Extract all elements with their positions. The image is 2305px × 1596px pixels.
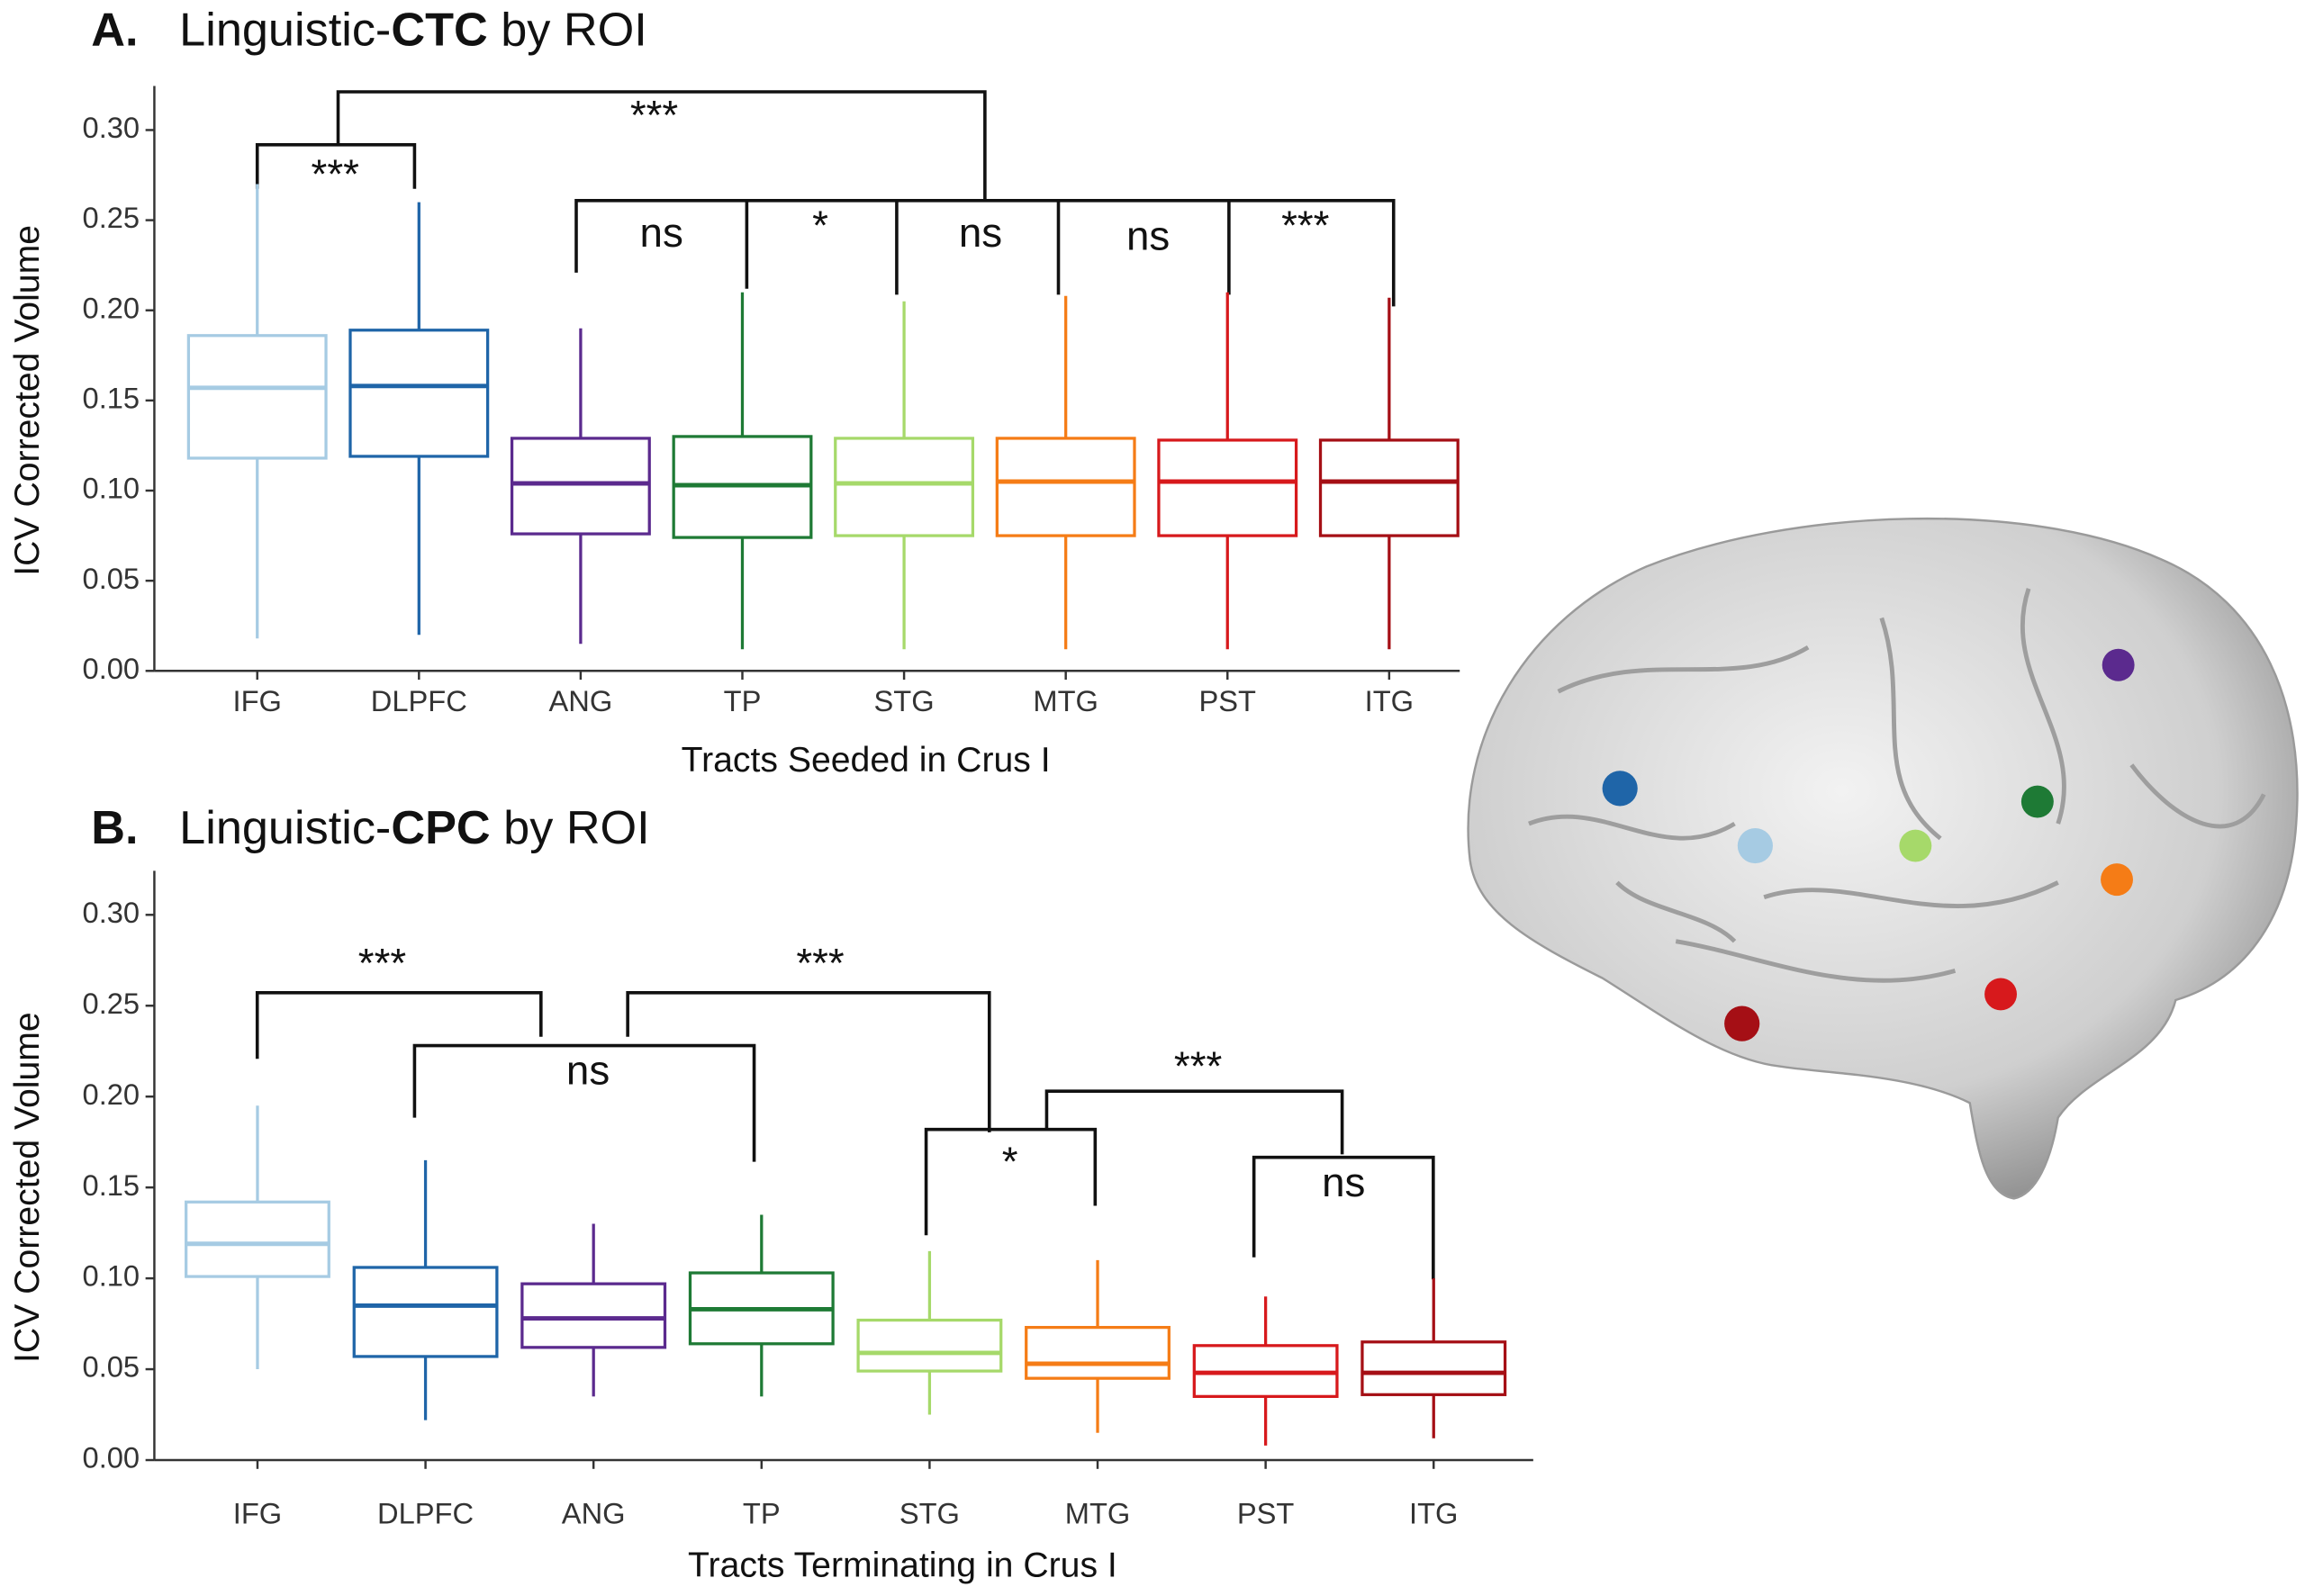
brain-illustration (1467, 517, 2299, 1200)
x-tick-label: TP (724, 684, 762, 717)
x-tick-label: DLPFC (377, 1497, 474, 1530)
box (510, 437, 651, 536)
bracket (1252, 1155, 1435, 1280)
y-tick-label: 0.10 (83, 1259, 140, 1293)
bracket (574, 199, 1396, 307)
box (834, 437, 975, 537)
box (1157, 438, 1298, 537)
significance-label: * (812, 203, 828, 248)
brackets-a (255, 90, 1396, 307)
x-tick-label: PST (1237, 1497, 1295, 1530)
significance-label: *** (630, 92, 679, 138)
x-tick-label: DLPFC (371, 684, 467, 717)
significance-label: *** (796, 941, 845, 987)
box (348, 329, 490, 458)
roi-dot (1899, 829, 1932, 862)
y-tick-label: 0.05 (83, 1350, 140, 1384)
roi-dot (2020, 785, 2054, 818)
brackets-b (255, 991, 1435, 1280)
bracket (255, 142, 417, 189)
x-tick-label: MTG (1065, 1497, 1131, 1530)
x-tick-label: MTG (1033, 684, 1098, 717)
y-tick-label: 0.10 (83, 472, 140, 505)
roi-dot (1724, 1005, 1760, 1041)
y-axis-title: ICV Corrected Volume (8, 225, 47, 576)
significance-label: ns (959, 210, 1002, 256)
significance-label: ns (1126, 212, 1170, 258)
x-tick-label: ANG (549, 684, 613, 717)
x-axis-title: Tracts Seeded in Crus I (682, 741, 1051, 780)
title-prefix: Linguistic- (179, 5, 391, 57)
x-tick-label: TP (743, 1497, 781, 1530)
x-tick-label: STG (874, 684, 935, 717)
significance-label: ns (1322, 1159, 1365, 1205)
panel: A. Linguistic-CTC by ROI 0.00 0.05 0.10 0.15 0… (8, 5, 1460, 780)
x-tick-label: IFG (233, 684, 282, 717)
bracket (336, 90, 987, 201)
box (1360, 1340, 1507, 1396)
y-tick-label: 0.15 (83, 1168, 140, 1202)
title-bold: CTC (391, 5, 487, 57)
y-axis-title: ICV Corrected Volume (8, 1012, 47, 1363)
x-tick-label: STG (899, 1497, 960, 1530)
box (185, 1200, 330, 1278)
title-suffix: by ROI (491, 802, 650, 854)
x-tick-label: PST (1199, 684, 1257, 717)
y-tick-label: 0.25 (83, 987, 140, 1020)
panel: B. Linguistic-CPC by ROI 0.00 0.05 0.10 0.15 0… (8, 802, 1533, 1585)
y-tick-label: 0.05 (83, 562, 140, 595)
chart-title: Linguistic-CPC by ROI (179, 802, 650, 854)
y-tick-label: 0.15 (83, 381, 140, 414)
roi-dot (1737, 827, 1773, 864)
brain (1467, 517, 2299, 1200)
x-tick-label: ITG (1409, 1497, 1458, 1530)
y-tick-label: 0.30 (83, 111, 140, 144)
box (186, 334, 328, 460)
bracket (412, 1043, 756, 1162)
box (520, 1282, 667, 1349)
title-bold: CPC (391, 802, 490, 854)
y-tick-label: 0.00 (83, 652, 140, 685)
roi-dot (1602, 771, 1638, 807)
y-tick-label: 0.20 (83, 291, 140, 324)
panel-label: A. (91, 5, 138, 57)
box (352, 1266, 499, 1358)
chart-title: Linguistic-CTC by ROI (179, 5, 647, 57)
x-tick-label: ANG (562, 1497, 626, 1530)
roi-dot (2101, 863, 2133, 897)
roi-dot (2102, 648, 2135, 681)
y-tick-label: 0.25 (83, 201, 140, 234)
panel-label: B. (91, 802, 138, 854)
box (1025, 1325, 1171, 1380)
x-tick-label: IFG (233, 1497, 282, 1530)
significance-label: *** (312, 151, 360, 197)
significance-label: *** (1174, 1043, 1223, 1089)
significance-label: * (1002, 1139, 1018, 1185)
x-tick-label: ITG (1365, 684, 1414, 717)
significance-label: *** (1281, 203, 1330, 248)
y-tick-label: 0.20 (83, 1078, 140, 1111)
significance-label: ns (566, 1048, 610, 1094)
bracket (1044, 1089, 1344, 1155)
y-tick-label: 0.00 (83, 1441, 140, 1474)
bracket (255, 991, 543, 1059)
title-suffix: by ROI (488, 5, 647, 57)
y-tick-label: 0.30 (83, 896, 140, 929)
significance-label: ns (640, 210, 683, 256)
title-prefix: Linguistic- (179, 802, 391, 854)
sulci (1528, 588, 2266, 983)
bracket (626, 991, 991, 1132)
significance-label: *** (358, 941, 407, 987)
box (1318, 438, 1460, 537)
box (856, 1318, 1003, 1373)
bracket (924, 1127, 1098, 1236)
roi-dot (1984, 978, 2017, 1011)
box (995, 437, 1136, 537)
x-axis-title: Tracts Terminating in Crus I (688, 1546, 1117, 1585)
